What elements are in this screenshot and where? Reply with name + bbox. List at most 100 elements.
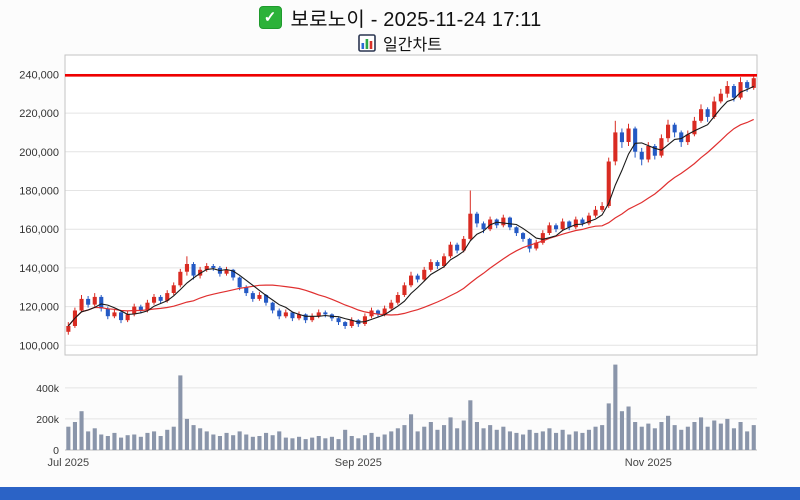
x-tick-label: Jul 2025 [48, 457, 90, 469]
volume-bar [527, 429, 532, 450]
candle-body [619, 132, 624, 143]
candle-body [389, 302, 394, 309]
volume-bar [217, 436, 222, 450]
candle-body [402, 285, 407, 295]
volume-bar [672, 425, 677, 450]
volume-bar [99, 434, 104, 450]
volume-bar [725, 418, 730, 450]
candle-body [731, 86, 736, 98]
candle-body [455, 244, 460, 251]
candle-body [264, 295, 269, 303]
volume-bar [586, 429, 591, 450]
volume-bar [600, 425, 605, 450]
subtitle-row: 일간차트 [0, 31, 800, 55]
volume-bar [283, 437, 288, 450]
volume-bar [224, 432, 229, 450]
volume-bar [112, 432, 117, 450]
volume-bar [481, 428, 486, 451]
candle-body [395, 295, 400, 303]
candle-body [415, 275, 420, 280]
candle-body [580, 219, 585, 224]
candle-body [138, 306, 143, 311]
volume-bar [494, 429, 499, 450]
candle-body [540, 233, 545, 243]
volume-bar [389, 431, 394, 450]
candle-body [679, 132, 684, 143]
price-tick-label: 180,000 [19, 186, 59, 198]
candle-body [567, 221, 572, 228]
volume-bar [244, 434, 249, 450]
volume-bar [66, 426, 71, 450]
candle-body [290, 312, 295, 319]
volume-bar [501, 426, 506, 450]
volume-bar [613, 364, 618, 450]
volume-bar [731, 428, 736, 451]
candle-body [409, 275, 414, 286]
volume-bar [105, 436, 110, 450]
volume-bar [461, 420, 466, 450]
volume-bar [343, 429, 348, 450]
candle-body [119, 312, 124, 321]
candle-body [718, 93, 723, 102]
volume-bar [277, 431, 282, 450]
candle-body [633, 128, 638, 152]
candle-body [554, 225, 559, 230]
candle-body [92, 296, 97, 305]
ma-fast-line [67, 85, 754, 327]
title-row: ✓ 보로노이 - 2025-11-24 17:11 [0, 3, 800, 31]
volume-bar [435, 429, 440, 450]
volume-bar [297, 436, 302, 450]
volume-bar [712, 420, 717, 450]
volume-bar [633, 422, 638, 450]
candle-body [712, 101, 717, 117]
checkbox-checked-icon: ✓ [258, 5, 282, 29]
price-tick-label: 240,000 [19, 69, 59, 81]
volume-bar [198, 428, 203, 451]
volume-bar [540, 431, 545, 450]
volume-bar [165, 429, 170, 450]
candle-body [422, 269, 427, 280]
volume-bar [290, 438, 295, 450]
volume-bar [79, 411, 84, 450]
candle-body [705, 109, 710, 117]
volume-bar [356, 438, 361, 450]
candle-body [211, 266, 216, 268]
candle-body [448, 244, 453, 257]
price-pane-bg [65, 55, 757, 355]
candle-body [435, 262, 440, 266]
candle-body [586, 215, 591, 224]
candle-body [204, 266, 209, 270]
candle-body [191, 264, 196, 276]
volume-bar [138, 436, 143, 450]
candle-body [112, 312, 117, 317]
volume-bar [132, 434, 137, 450]
volume-bar [705, 426, 710, 450]
volume-bar [547, 428, 552, 451]
volume-bar [666, 415, 671, 450]
candle-body [573, 219, 578, 228]
candle-body [547, 225, 552, 233]
volume-bar [362, 435, 367, 450]
volume-bar [448, 417, 453, 450]
candle-body [66, 326, 71, 332]
candle-body [310, 316, 315, 321]
volume-bar [422, 426, 427, 450]
volume-bar [415, 431, 420, 450]
volume-bar [349, 436, 354, 450]
volume-bar [152, 431, 157, 450]
volume-bar [679, 429, 684, 450]
volume-bar [652, 428, 657, 451]
volume-bar [745, 431, 750, 450]
volume-bar [264, 432, 269, 450]
candle-body [171, 285, 176, 293]
candle-body [639, 151, 644, 160]
volume-bar [303, 439, 308, 450]
volume-tick-label: 400k [36, 383, 60, 395]
volume-bar [369, 432, 374, 450]
volume-bar [639, 426, 644, 450]
candle-body [165, 293, 170, 301]
volume-bar [231, 435, 236, 450]
price-tick-label: 120,000 [19, 302, 59, 314]
volume-bar [395, 428, 400, 451]
